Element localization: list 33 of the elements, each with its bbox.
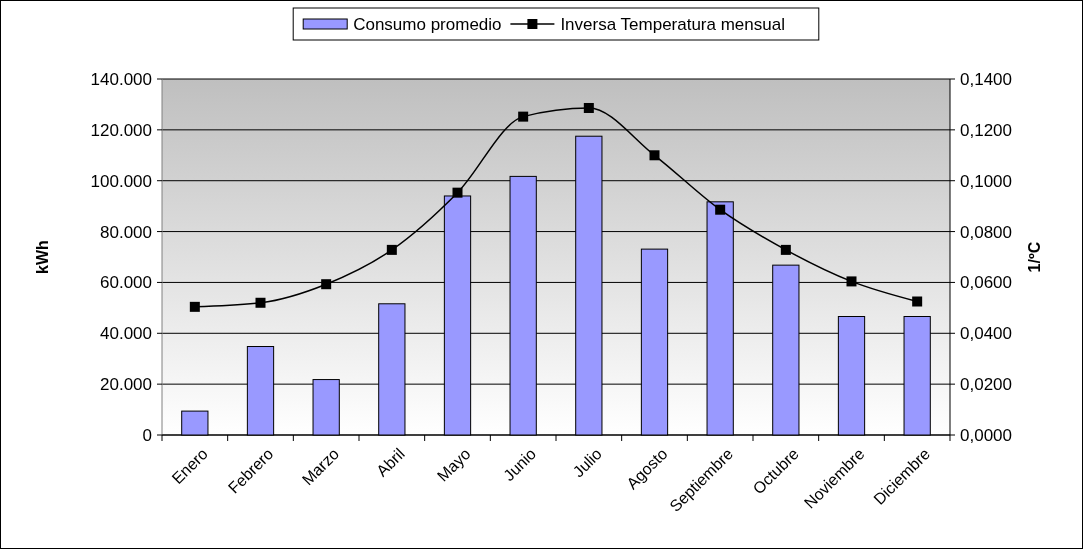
y2-tick-label: 0,0000 — [960, 425, 1012, 445]
y-tick-label: 60.000 — [100, 273, 152, 293]
y-tick-label: 120.000 — [90, 120, 152, 140]
x-tick-label: Julio — [569, 444, 605, 481]
legend-label: Consumo promedio — [353, 14, 502, 34]
y-tick-label: 40.000 — [100, 324, 152, 344]
point — [386, 244, 397, 255]
y-tick-label: 20.000 — [100, 375, 152, 395]
point — [189, 301, 200, 312]
point — [912, 296, 923, 307]
y-tick-label: 140.000 — [90, 69, 152, 89]
point — [846, 276, 857, 287]
point — [780, 244, 791, 255]
point — [255, 297, 266, 308]
point — [649, 150, 660, 161]
point — [518, 111, 529, 122]
point — [583, 102, 594, 113]
legend-label: Inversa Temperatura mensual — [560, 14, 785, 34]
y-tick-label: 80.000 — [100, 222, 152, 242]
point — [715, 204, 726, 215]
y2-tick-label: 0,1200 — [960, 120, 1012, 140]
y2-tick-label: 0,0600 — [960, 273, 1012, 293]
y2-tick-label: 0,1000 — [960, 171, 1012, 191]
y2-tick-label: 0,0200 — [960, 375, 1012, 395]
y2-tick-label: 0,0800 — [960, 222, 1012, 242]
y2-tick-label: 0,0400 — [960, 324, 1012, 344]
point — [452, 187, 463, 198]
y-axis-title: kWh — [34, 240, 51, 274]
point — [321, 279, 332, 290]
y-tick-label: 0 — [142, 425, 152, 445]
y2-tick-label: 0,1400 — [960, 69, 1012, 89]
y-tick-label: 100.000 — [90, 171, 152, 191]
y2-axis-title: 1/ºC — [1026, 241, 1043, 273]
